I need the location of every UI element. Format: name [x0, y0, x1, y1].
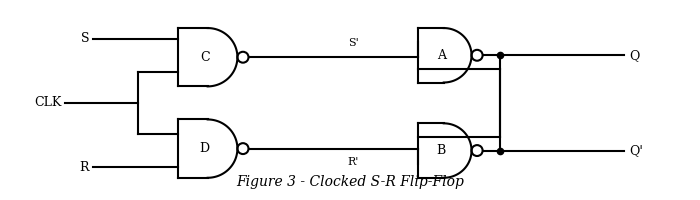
Text: Figure 3 - Clocked S-R Flip-Flop: Figure 3 - Clocked S-R Flip-Flop — [236, 175, 464, 189]
Text: B: B — [437, 144, 446, 157]
Text: S': S' — [348, 38, 359, 48]
Text: Q: Q — [629, 49, 640, 62]
Text: C: C — [200, 51, 209, 64]
Text: S: S — [80, 32, 89, 45]
Text: A: A — [437, 49, 446, 62]
Text: Q': Q' — [629, 144, 643, 157]
Text: CLK: CLK — [34, 96, 62, 109]
Text: R: R — [80, 161, 89, 174]
Text: R': R' — [348, 157, 359, 167]
Text: D: D — [199, 142, 210, 155]
